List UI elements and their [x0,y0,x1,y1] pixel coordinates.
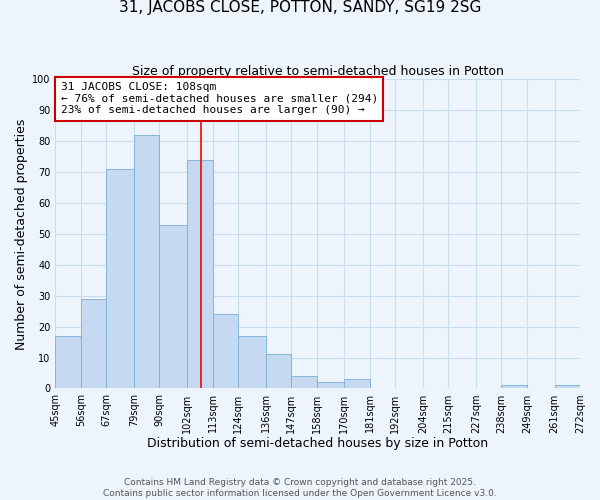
Bar [187,160,212,388]
Bar [266,354,291,388]
Title: Size of property relative to semi-detached houses in Potton: Size of property relative to semi-detach… [132,65,503,78]
Bar [344,379,370,388]
Bar [212,314,238,388]
Bar [291,376,317,388]
Text: 31, JACOBS CLOSE, POTTON, SANDY, SG19 2SG: 31, JACOBS CLOSE, POTTON, SANDY, SG19 2S… [119,0,481,15]
Y-axis label: Number of semi-detached properties: Number of semi-detached properties [15,118,28,350]
Bar [134,135,160,388]
Bar [55,336,81,388]
Bar [317,382,344,388]
Bar [81,299,106,388]
Text: Contains HM Land Registry data © Crown copyright and database right 2025.
Contai: Contains HM Land Registry data © Crown c… [103,478,497,498]
Bar [554,386,580,388]
Bar [106,169,134,388]
Bar [502,386,527,388]
Bar [238,336,266,388]
X-axis label: Distribution of semi-detached houses by size in Potton: Distribution of semi-detached houses by … [147,437,488,450]
Bar [160,224,187,388]
Text: 31 JACOBS CLOSE: 108sqm
← 76% of semi-detached houses are smaller (294)
23% of s: 31 JACOBS CLOSE: 108sqm ← 76% of semi-de… [61,82,378,116]
